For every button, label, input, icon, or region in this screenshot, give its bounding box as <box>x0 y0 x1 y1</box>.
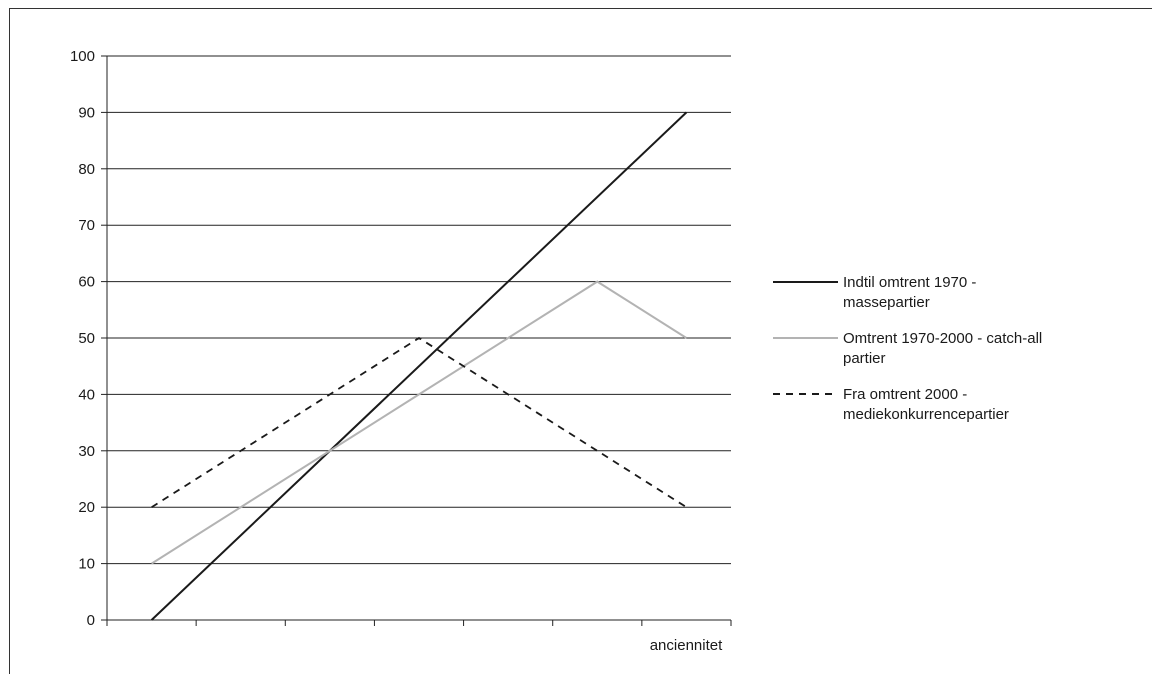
legend-label-3-line-1: Fra omtrent 2000 - <box>843 386 967 403</box>
y-tick-label-70: 70 <box>78 217 95 234</box>
legend-label-1-line-2: massepartier <box>843 294 930 311</box>
series-line-2 <box>151 280 687 565</box>
axes <box>101 55 732 626</box>
series-line-1 <box>150 111 688 621</box>
legend: Indtil omtrent 1970 - massepartier Omtrent… <box>773 274 1042 423</box>
y-tick-label-90: 90 <box>78 104 95 121</box>
y-tick-label-50: 50 <box>78 330 95 347</box>
x-axis-title: anciennitet <box>650 637 723 654</box>
legend-label-2-line-2: partier <box>843 350 886 367</box>
y-tick-label-40: 40 <box>78 386 95 403</box>
series-lines <box>150 111 688 621</box>
chart-frame <box>9 8 1152 674</box>
legend-label-1-line-1: Indtil omtrent 1970 - <box>843 274 976 291</box>
y-tick-label-80: 80 <box>78 161 95 178</box>
tick-labels: 0 10 20 30 40 50 60 70 80 90 100 <box>70 48 95 629</box>
y-tick-label-60: 60 <box>78 274 95 291</box>
series-line-3 <box>151 336 687 508</box>
y-tick-label-100: 100 <box>70 48 95 65</box>
legend-label-2-line-1: Omtrent 1970-2000 - catch-all <box>843 330 1042 347</box>
y-tick-label-0: 0 <box>87 612 95 629</box>
y-tick-label-20: 20 <box>78 499 95 516</box>
y-tick-label-10: 10 <box>78 556 95 573</box>
legend-label-3-line-2: mediekonkurrencepartier <box>843 406 1009 423</box>
gridlines <box>107 55 731 565</box>
y-tick-label-30: 30 <box>78 443 95 460</box>
